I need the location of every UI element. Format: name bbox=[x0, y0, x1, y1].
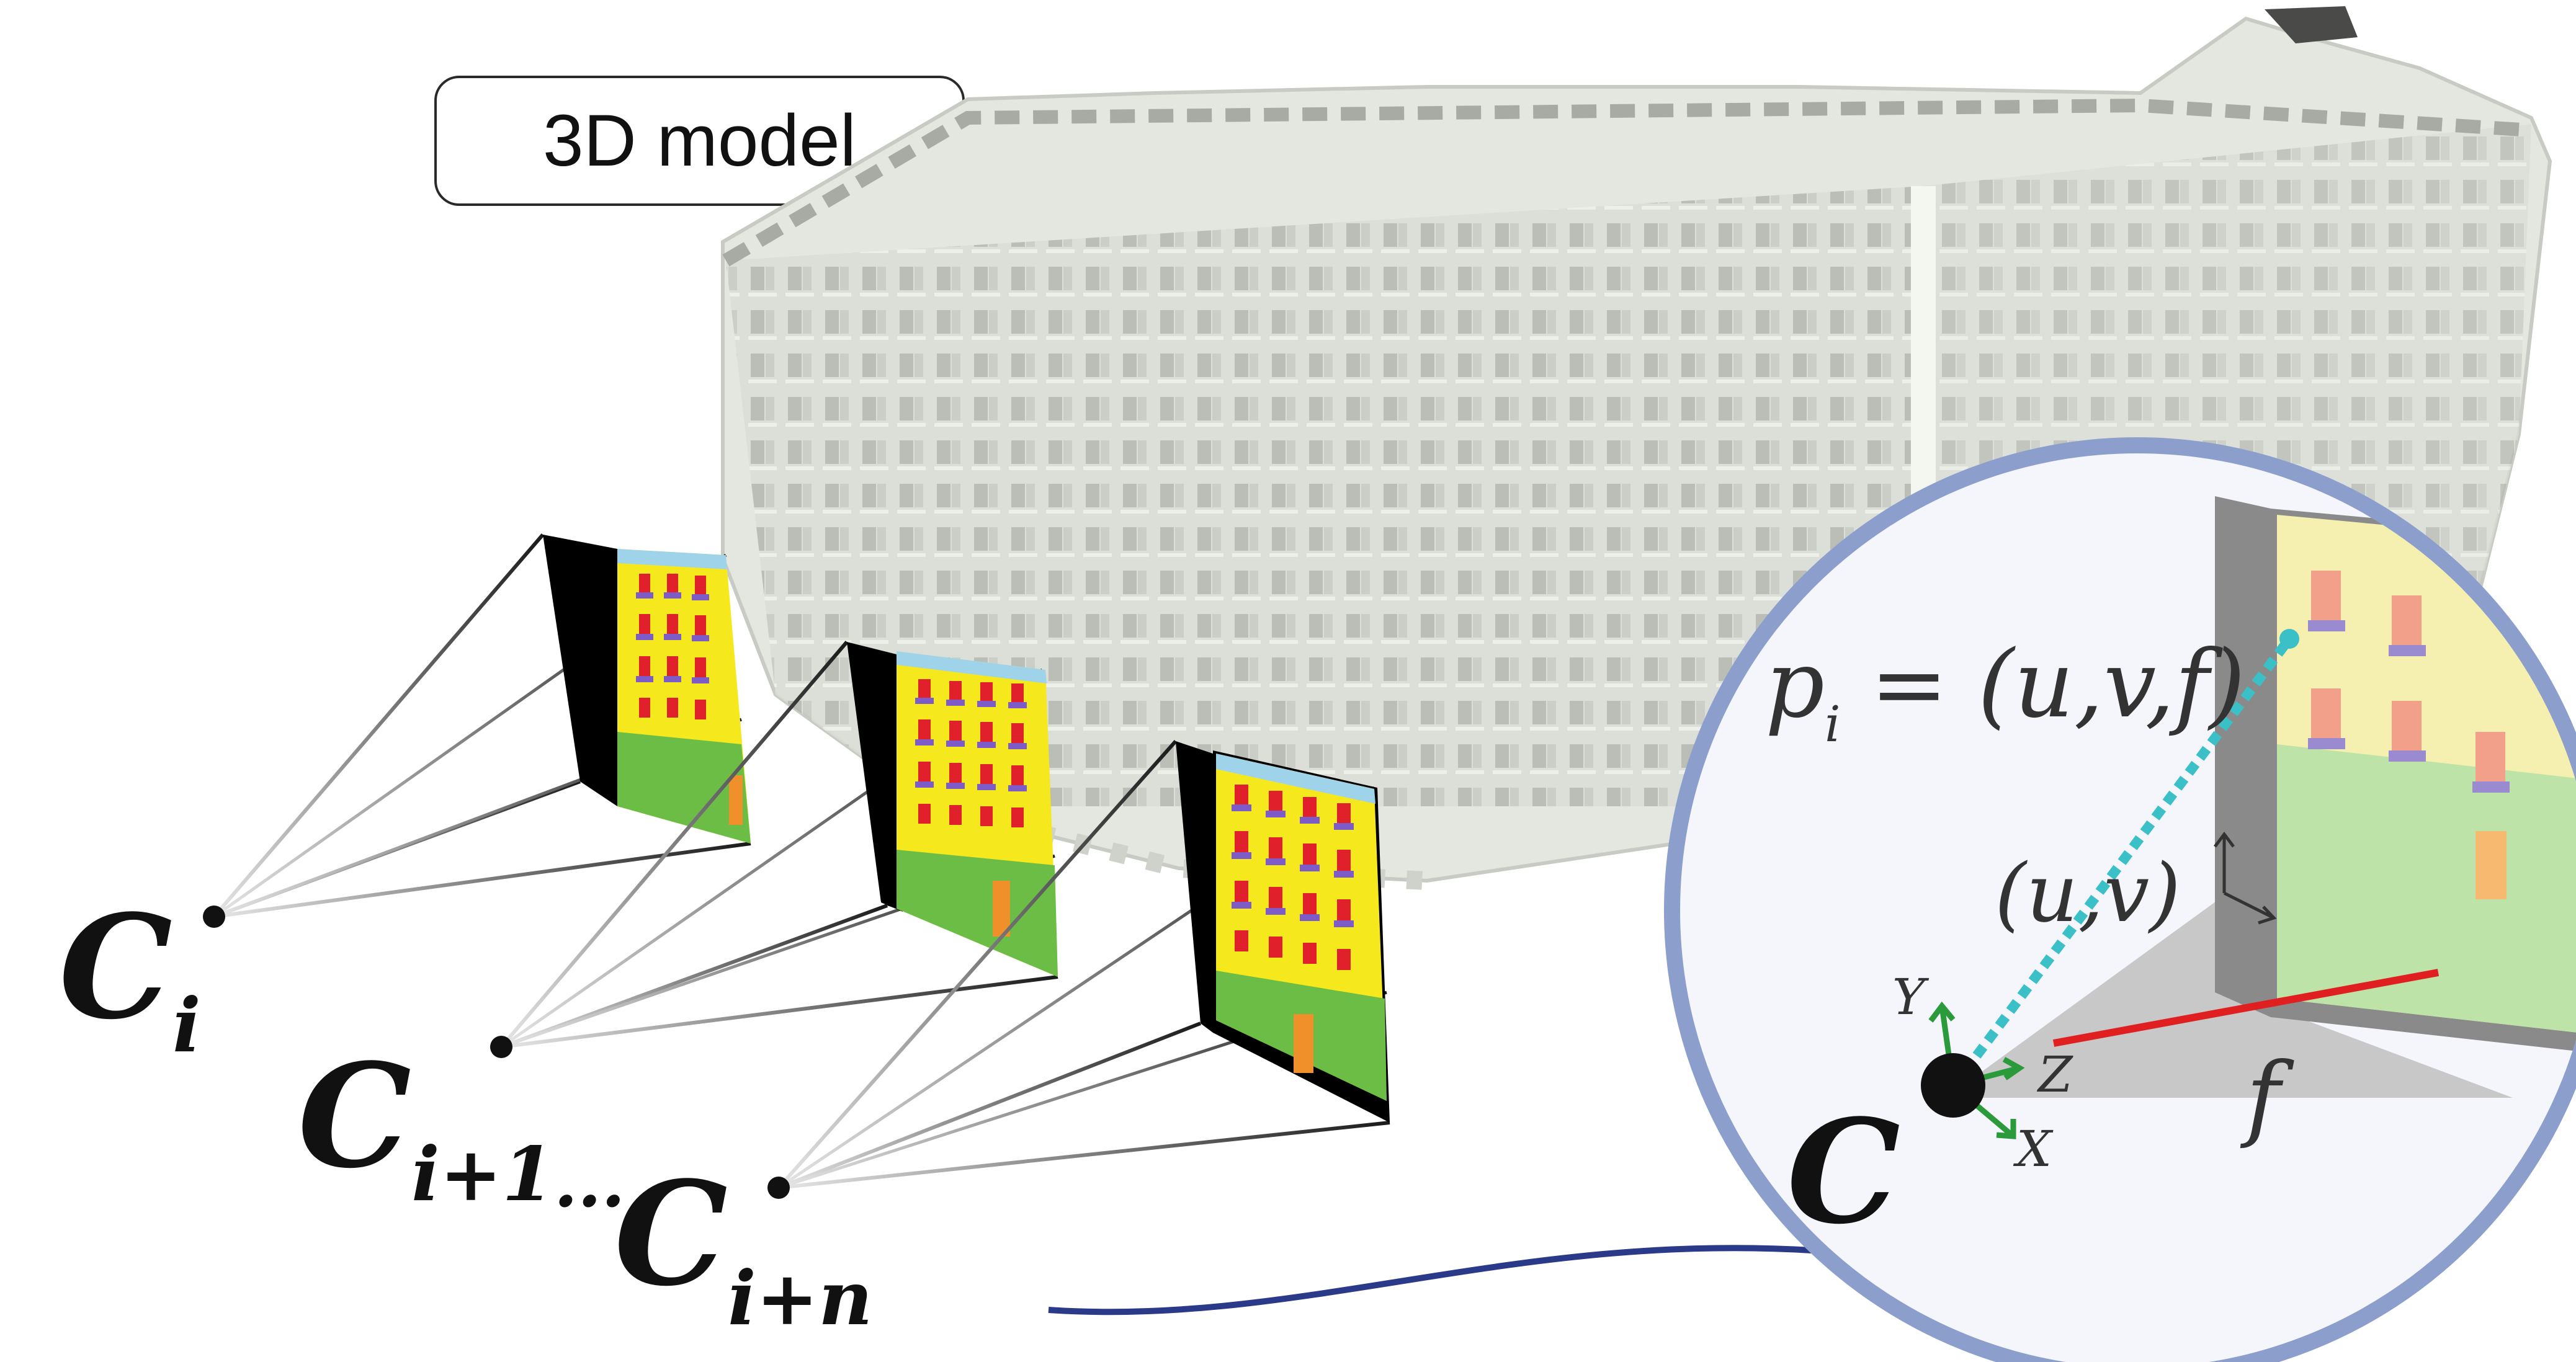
camera-frustum-1 bbox=[203, 533, 751, 928]
focal-length-line bbox=[2052, 969, 2440, 1047]
camera-center-inset bbox=[1921, 1053, 1985, 1118]
camera-label-1: Ci bbox=[59, 884, 201, 1069]
projection-equation: pi = (u,v,f) bbox=[1765, 631, 2245, 753]
pixel-coordinate-label: (u,v) bbox=[1995, 846, 2181, 940]
camera-frustum-2 bbox=[490, 641, 1058, 1058]
model-label: 3D model bbox=[434, 76, 965, 206]
camera-label-2: Ci+1... bbox=[298, 1033, 625, 1222]
axis-z-label: Z bbox=[2036, 1046, 2073, 1103]
model-label-text: 3D model bbox=[542, 100, 856, 182]
camera-label-3: Ci+n bbox=[614, 1151, 872, 1342]
axis-x-label: X bbox=[2013, 1120, 2054, 1178]
camera-inset: pi = (u,v,f) (u,v) Y Z X f C bbox=[1664, 437, 2576, 1362]
inset-connector bbox=[1048, 1245, 1831, 1315]
projection-ray bbox=[1950, 636, 2294, 1088]
axis-y-label: Y bbox=[1892, 968, 1930, 1026]
inset-camera-label: C bbox=[1787, 1088, 1900, 1256]
camera-center-3 bbox=[767, 1177, 790, 1199]
image-point bbox=[2279, 629, 2299, 649]
camera-center-2 bbox=[490, 1036, 512, 1058]
camera-frustum-3 bbox=[767, 740, 1390, 1199]
camera-center-1 bbox=[203, 906, 225, 928]
